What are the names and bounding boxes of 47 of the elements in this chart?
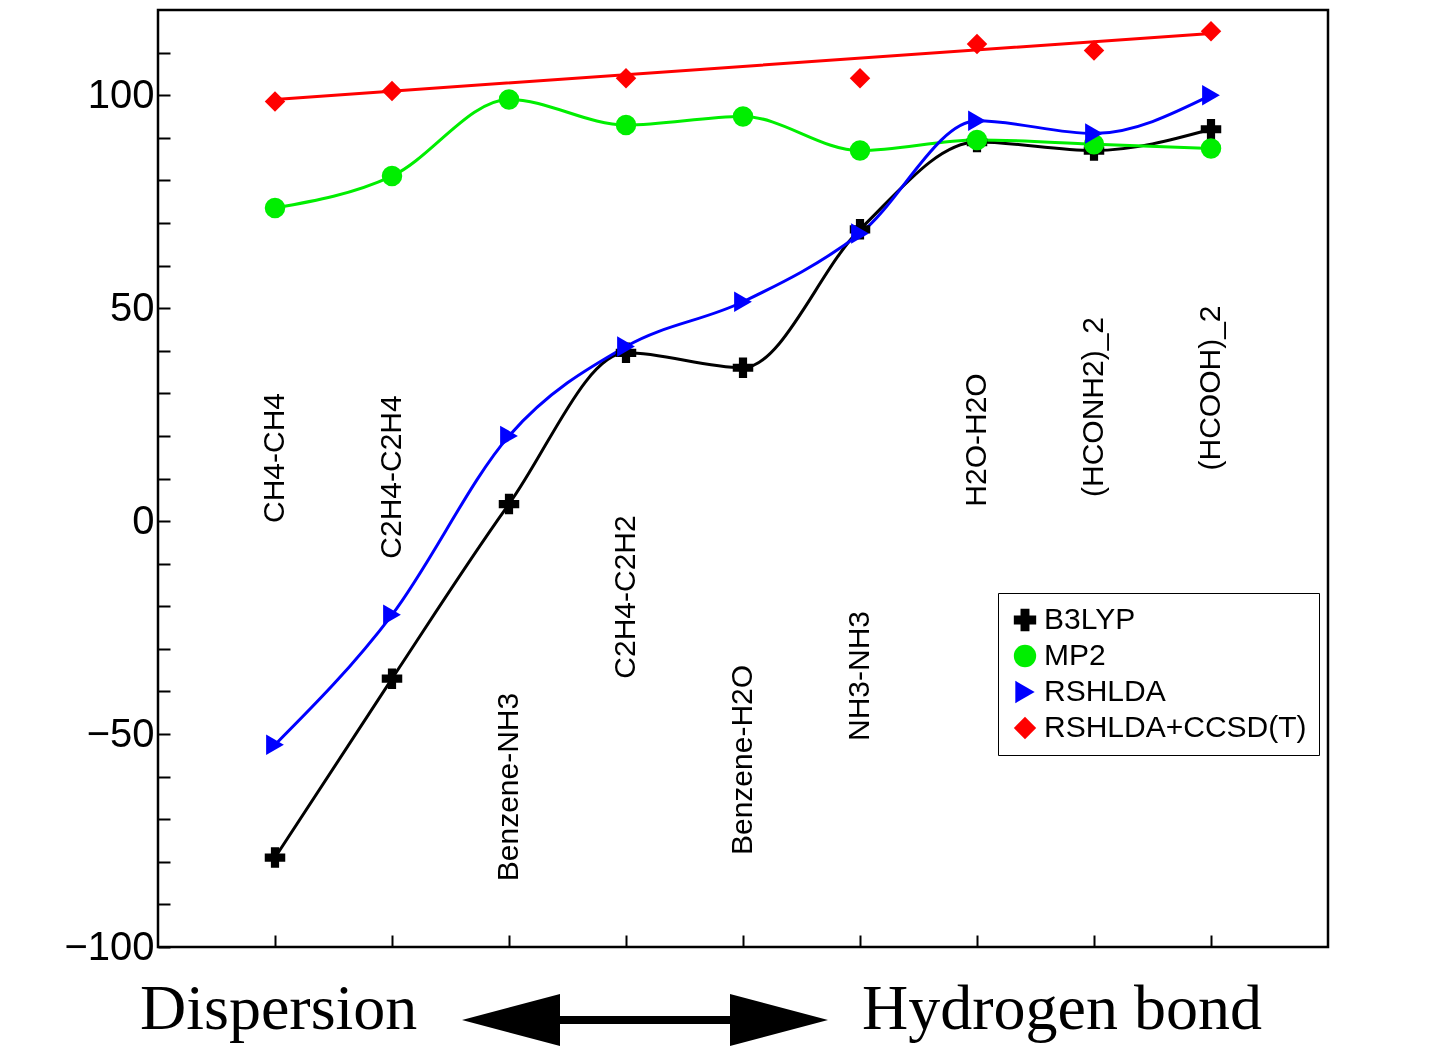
- x-tick-label: C2H4-C2H2: [608, 515, 641, 679]
- point: [264, 847, 286, 868]
- point: [968, 110, 986, 131]
- y-tick-label: 50: [110, 284, 155, 329]
- x-tick-label: (HCOOH)_2: [1193, 305, 1226, 471]
- point: [734, 291, 752, 312]
- y-tick-label: −100: [64, 923, 155, 968]
- x-tick-label: Benzene-NH3: [491, 692, 524, 882]
- point: [264, 91, 286, 112]
- point: [1200, 21, 1222, 42]
- point: [1200, 119, 1222, 140]
- legend-label: RSHLDA: [1044, 674, 1166, 707]
- text: Dispersion: [140, 971, 418, 1045]
- legend-label: RSHLDA+CCSD(T): [1044, 710, 1307, 743]
- point: [381, 165, 403, 187]
- point: [381, 80, 403, 102]
- point: [1200, 138, 1222, 159]
- point: [498, 493, 520, 515]
- point: [966, 33, 988, 55]
- x-tick-label: NH3-NH3: [842, 610, 875, 742]
- point: [266, 734, 284, 755]
- point: [498, 89, 520, 110]
- point: [500, 425, 518, 447]
- y-tick-label: 0: [132, 497, 155, 542]
- x-tick-label: C2H4-C2H4: [374, 395, 407, 559]
- point: [615, 114, 637, 136]
- y-tick-label: 100: [87, 71, 155, 116]
- legend-label: B3LYP: [1044, 602, 1136, 635]
- x-tick-label: CH4-CH4: [257, 392, 290, 524]
- point: [1202, 84, 1220, 106]
- x-tick-label: H2O-H2O: [959, 373, 992, 507]
- point: [615, 67, 637, 89]
- point: [732, 357, 754, 379]
- y-tick-label: −50: [86, 710, 155, 755]
- x-tick-label: Benzene-H2O: [725, 664, 758, 856]
- point: [1085, 123, 1103, 144]
- point: [849, 140, 871, 161]
- point: [381, 668, 403, 689]
- point: [264, 197, 286, 219]
- x-tick-label: (HCONH2)_2: [1076, 316, 1109, 498]
- point: [1083, 40, 1105, 61]
- legend-label: MP2: [1044, 638, 1106, 671]
- point: [732, 106, 754, 127]
- text: Hydrogen bond: [862, 971, 1262, 1045]
- point: [849, 67, 871, 89]
- point: [383, 604, 401, 626]
- point: [617, 336, 635, 357]
